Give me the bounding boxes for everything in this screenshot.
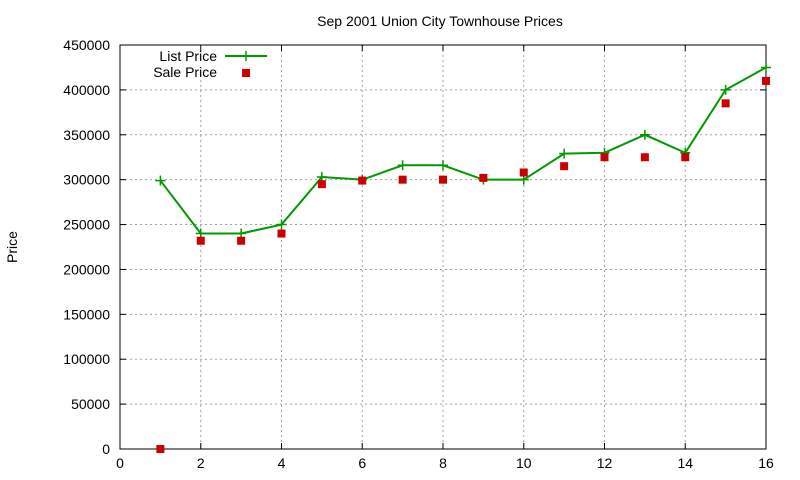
data-point-square bbox=[519, 168, 528, 177]
x-tick-label: 6 bbox=[358, 455, 366, 471]
y-tick-label: 100000 bbox=[63, 351, 110, 367]
x-tick-label: 2 bbox=[197, 455, 205, 471]
data-point-square bbox=[640, 153, 649, 162]
data-point-square bbox=[560, 162, 569, 171]
legend-marker-square bbox=[242, 69, 250, 77]
data-point-plus bbox=[276, 219, 287, 230]
x-tick-label: 10 bbox=[516, 455, 532, 471]
y-tick-label: 400000 bbox=[63, 82, 110, 98]
data-point-plus bbox=[438, 160, 448, 171]
y-tick-label: 350000 bbox=[63, 127, 110, 143]
data-point-square bbox=[600, 153, 609, 162]
data-point-plus bbox=[559, 148, 570, 159]
data-point-square bbox=[439, 175, 447, 184]
data-point-square bbox=[358, 176, 367, 185]
data-point-square bbox=[277, 229, 286, 238]
grid bbox=[120, 45, 766, 449]
series-list-price bbox=[155, 62, 771, 239]
y-tick-label: 250000 bbox=[63, 217, 110, 233]
y-tick-label: 450000 bbox=[63, 37, 110, 53]
y-tick-label: 200000 bbox=[63, 261, 110, 277]
x-tick-label: 0 bbox=[116, 455, 124, 471]
x-tick-label: 12 bbox=[597, 455, 613, 471]
x-tick-label: 8 bbox=[439, 455, 447, 471]
y-tick-label: 300000 bbox=[63, 172, 110, 188]
data-point-plus bbox=[397, 160, 408, 171]
data-point-square bbox=[398, 175, 407, 184]
y-tick-label: 0 bbox=[102, 441, 110, 457]
data-point-square bbox=[317, 180, 326, 189]
series-layer bbox=[155, 62, 771, 453]
axis-ticks: 0 50000 100000 150000 200000 250000 300000 3500… bbox=[63, 37, 774, 471]
legend-label: List Price bbox=[159, 48, 217, 64]
data-point-square bbox=[762, 76, 770, 85]
data-point-square bbox=[721, 99, 730, 108]
data-point-plus bbox=[761, 62, 771, 73]
y-tick-label: 150000 bbox=[63, 306, 110, 322]
x-tick-label: 4 bbox=[278, 455, 286, 471]
data-point-square bbox=[156, 445, 165, 453]
y-tick-label: 50000 bbox=[71, 396, 110, 412]
x-tick-label: 14 bbox=[677, 455, 693, 471]
data-point-square bbox=[479, 173, 488, 182]
data-point-square bbox=[681, 153, 690, 162]
y-axis-label: Price bbox=[4, 231, 20, 263]
legend-label: Sale Price bbox=[153, 64, 217, 80]
series-line bbox=[159, 66, 767, 235]
chart-title: Sep 2001 Union City Townhouse Prices bbox=[317, 13, 563, 29]
series-sale-price bbox=[156, 76, 770, 453]
data-point-plus bbox=[720, 84, 731, 95]
legend-marker-plus bbox=[241, 51, 251, 61]
data-point-plus bbox=[155, 175, 166, 186]
x-tick-label: 16 bbox=[758, 455, 774, 471]
data-point-square bbox=[196, 236, 205, 245]
data-point-square bbox=[237, 236, 246, 245]
data-point-plus bbox=[639, 129, 650, 140]
